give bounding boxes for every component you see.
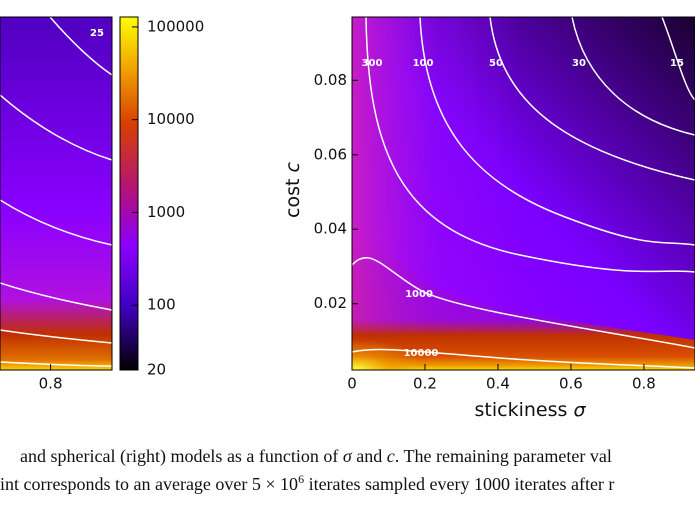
- contour-label: 300: [362, 58, 383, 69]
- x-tick-label: 0.6: [559, 375, 583, 393]
- caption-text: int corresponds to an average over 5 × 1…: [0, 474, 299, 494]
- caption-text: and: [351, 446, 387, 466]
- contour: [419, 16, 695, 246]
- contour: [0, 361, 113, 367]
- contours: [0, 16, 113, 367]
- caption: and spherical (right) models as a functi…: [0, 442, 695, 498]
- x-tick-label: 0.2: [413, 375, 437, 393]
- caption-text: iterates sampled every 1000 iterates aft…: [304, 474, 615, 494]
- x-tick-label: 0.8: [632, 375, 656, 393]
- caption-text: . The remaining parameter val: [394, 446, 612, 466]
- caption-line: int corresponds to an average over 5 × 1…: [0, 470, 695, 498]
- contour: [365, 16, 695, 273]
- contour: [0, 282, 113, 311]
- heatmap: [0, 17, 112, 370]
- contour: [571, 16, 695, 136]
- y-tick-label: 0.06: [314, 145, 347, 163]
- frame: [0, 16, 113, 371]
- colorbar: [119, 16, 139, 371]
- y-tick-label: 0.04: [314, 220, 347, 238]
- y-axis-label-symbol: c: [282, 161, 304, 172]
- contour-label: 1000: [405, 289, 433, 300]
- contour: [0, 94, 113, 161]
- contour: [0, 199, 113, 246]
- figure: cost c stickiness σ 0.825201001000100001…: [0, 16, 695, 421]
- caption-text: σ: [342, 446, 352, 466]
- colorbar-tick-label: 10000: [147, 110, 195, 128]
- x-axis-label-symbol: σ: [573, 399, 586, 421]
- colorbar-tick-label: 1000: [147, 203, 185, 221]
- y-axis-label: cost c: [282, 161, 304, 217]
- x-axis-label-text: stickiness: [475, 399, 568, 421]
- contour: [661, 16, 695, 101]
- caption-text: 6: [298, 472, 305, 486]
- contour-label: 30: [572, 58, 586, 69]
- contour: [49, 16, 113, 76]
- colorbar-tick-label: 100: [147, 296, 176, 314]
- caption-text: c: [386, 446, 395, 466]
- x-tick-label: 0.4: [486, 375, 510, 393]
- caption-line: and spherical (right) models as a functi…: [0, 442, 695, 470]
- x-tick-label: 0: [347, 375, 357, 393]
- colorbar-tick-label: 100000: [147, 17, 204, 35]
- colorbar-gradient: [119, 16, 139, 371]
- contour-label: 50: [489, 58, 503, 69]
- x-tick-label: 0.8: [39, 375, 63, 393]
- y-tick-label: 0.02: [314, 294, 347, 312]
- y-axis-label-text: cost: [282, 179, 304, 218]
- colorbar-tick-label: 20: [147, 361, 166, 379]
- contour-label: 100: [413, 58, 434, 69]
- caption-text: and spherical (right) models as a functi…: [20, 446, 343, 466]
- contour-label: 10000: [404, 348, 439, 359]
- frame: [351, 16, 695, 371]
- contour: [351, 257, 695, 349]
- x-axis-label: stickiness σ: [475, 399, 587, 421]
- right-panel: cost c stickiness σ: [282, 16, 695, 421]
- contour: [0, 329, 113, 344]
- left-panel: [0, 16, 113, 371]
- contour-label: 15: [670, 58, 684, 69]
- heatmap-layer: [352, 280, 552, 370]
- contour: [489, 16, 695, 181]
- contour-label: 25: [90, 28, 104, 39]
- y-tick-label: 0.08: [314, 71, 347, 89]
